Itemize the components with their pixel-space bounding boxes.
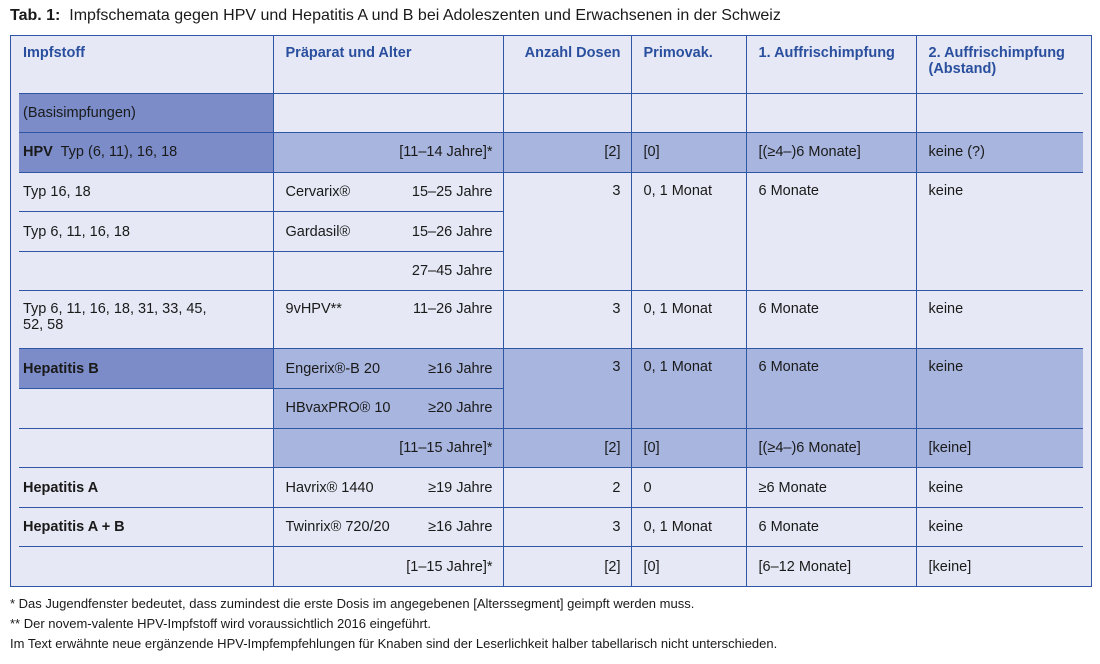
header-auffrisch-2: 2. Auffrischimpfung (Abstand) bbox=[915, 36, 1083, 94]
table-row: (Basisimpfungen) bbox=[19, 93, 1083, 134]
age-cell: [11–14 Jahre]* bbox=[272, 132, 503, 173]
vaccine-cell: Hepatitis B bbox=[19, 348, 273, 390]
booster1-cell: [(≥4–)6 Monate] bbox=[745, 428, 916, 469]
row-group-label: (Basisimpfungen) bbox=[19, 93, 273, 134]
table-row: Hepatitis A + B Twinrix® 720/20 ≥16 Jahre… bbox=[19, 507, 1083, 548]
footnote: Im Text erwähnte neue ergänzende HPV-Imp… bbox=[10, 636, 778, 651]
vaccination-table: Impfstoff Präparat und Alter Anzahl Dose… bbox=[10, 35, 1092, 587]
caption-label: Tab. 1: bbox=[10, 7, 61, 24]
doses-cell: 3 bbox=[502, 290, 631, 350]
age-cell: 27–45 Jahre bbox=[272, 251, 503, 292]
table-row: HBvaxPRO® 10 ≥20 Jahre bbox=[19, 388, 1083, 429]
preparation-cell: Gardasil® 15–26 Jahre bbox=[272, 211, 503, 252]
table-row: [11–15 Jahre]* [2] [0] [(≥4–)6 Monate] [… bbox=[19, 428, 1083, 469]
booster2-cell: [keine] bbox=[915, 428, 1083, 469]
table-row: [1–15 Jahre]* [2] [0] [6–12 Monate] [kei… bbox=[19, 546, 1083, 587]
primovak-cell: [0] bbox=[630, 428, 746, 469]
table-row: Hepatitis B Engerix®-B 20 ≥16 Jahre 3 0, … bbox=[19, 348, 1083, 429]
booster2-cell: keine bbox=[915, 348, 1083, 429]
preparation-cell: Twinrix® 720/20 ≥16 Jahre bbox=[272, 507, 503, 548]
booster2-cell: keine bbox=[915, 507, 1083, 548]
preparation-cell: Cervarix® 15–25 Jahre bbox=[272, 172, 503, 213]
table-caption: Tab. 1: Impfschemata gegen HPV und Hepat… bbox=[10, 7, 781, 25]
vaccine-cell: Typ 16, 18 bbox=[19, 172, 273, 213]
footnote: * Das Jugendfenster bedeutet, dass zumin… bbox=[10, 596, 695, 611]
preparation-cell: Engerix®-B 20 ≥16 Jahre bbox=[272, 348, 503, 390]
preparation-cell: Havrix® 1440 ≥19 Jahre bbox=[272, 467, 503, 508]
footnote: ** Der novem-valente HPV-Impfstoff wird … bbox=[10, 616, 432, 631]
booster1-cell: [(≥4–)6 Monate] bbox=[745, 132, 916, 173]
age-cell: [11–15 Jahre]* bbox=[272, 428, 503, 469]
booster1-cell: ≥6 Monate bbox=[745, 467, 916, 508]
primovak-cell: 0, 1 Monat bbox=[630, 507, 746, 548]
booster2-cell: keine bbox=[915, 172, 1083, 292]
vaccine-cell: HPV Typ (6, 11), 16, 18 bbox=[19, 132, 273, 173]
header-dosen: Anzahl Dosen bbox=[502, 36, 631, 94]
booster1-cell: 6 Monate bbox=[745, 290, 916, 350]
preparation-cell: HBvaxPRO® 10 ≥20 Jahre bbox=[272, 388, 503, 429]
header-impfstoff: Impfstoff bbox=[19, 36, 273, 94]
doses-cell: 3 bbox=[502, 172, 631, 292]
primovak-cell: 0 bbox=[630, 467, 746, 508]
vaccine-cell: Typ 6, 11, 16, 18, 31, 33, 45, 52, 58 bbox=[19, 290, 273, 350]
primovak-cell: 0, 1 Monat bbox=[630, 172, 746, 292]
doses-cell: 3 bbox=[502, 348, 631, 429]
booster2-cell: [keine] bbox=[915, 546, 1083, 587]
preparation-cell: 9vHPV** 11–26 Jahre bbox=[272, 290, 503, 350]
booster1-cell: 6 Monate bbox=[745, 172, 916, 292]
header-auffrisch-1: 1. Auffrischimpfung bbox=[745, 36, 916, 94]
vaccine-cell: Hepatitis A + B bbox=[19, 507, 273, 548]
doses-cell: [2] bbox=[502, 428, 631, 469]
primovak-cell: [0] bbox=[630, 546, 746, 587]
table-row: 27–45 Jahre bbox=[19, 251, 1083, 292]
booster2-cell: keine bbox=[915, 290, 1083, 350]
primovak-cell: 0, 1 Monat bbox=[630, 290, 746, 350]
header-row: Impfstoff Präparat und Alter Anzahl Dose… bbox=[19, 36, 1083, 94]
primovak-cell: 0, 1 Monat bbox=[630, 348, 746, 429]
booster1-cell: 6 Monate bbox=[745, 507, 916, 548]
doses-cell: [2] bbox=[502, 132, 631, 173]
vaccine-cell: Hepatitis A bbox=[19, 467, 273, 508]
doses-cell: 3 bbox=[502, 507, 631, 548]
table-row: Typ 6, 11, 16, 18 Gardasil® 15–26 Jahre bbox=[19, 211, 1083, 252]
booster1-cell: [6–12 Monate] bbox=[745, 546, 916, 587]
header-praeparat: Präparat und Alter bbox=[272, 36, 503, 94]
table-row: Typ 6, 11, 16, 18, 31, 33, 45, 52, 58 9vH… bbox=[19, 290, 1083, 350]
table-row: Typ 16, 18 Cervarix® 15–25 Jahre 3 0, 1 M… bbox=[19, 172, 1083, 292]
age-cell: [1–15 Jahre]* bbox=[272, 546, 503, 587]
doses-cell: [2] bbox=[502, 546, 631, 587]
booster1-cell: 6 Monate bbox=[745, 348, 916, 429]
primovak-cell: [0] bbox=[630, 132, 746, 173]
vaccine-cell: Typ 6, 11, 16, 18 bbox=[19, 211, 273, 252]
table-row: Hepatitis A Havrix® 1440 ≥19 Jahre 2 0 ≥6… bbox=[19, 467, 1083, 508]
table-row: HPV Typ (6, 11), 16, 18 [11–14 Jahre]* [… bbox=[19, 132, 1083, 173]
booster2-cell: keine (?) bbox=[915, 132, 1083, 173]
booster2-cell: keine bbox=[915, 467, 1083, 508]
caption-text: Impfschemata gegen HPV und Hepatitis A u… bbox=[69, 7, 781, 24]
doses-cell: 2 bbox=[502, 467, 631, 508]
header-primovak: Primovak. bbox=[630, 36, 746, 94]
